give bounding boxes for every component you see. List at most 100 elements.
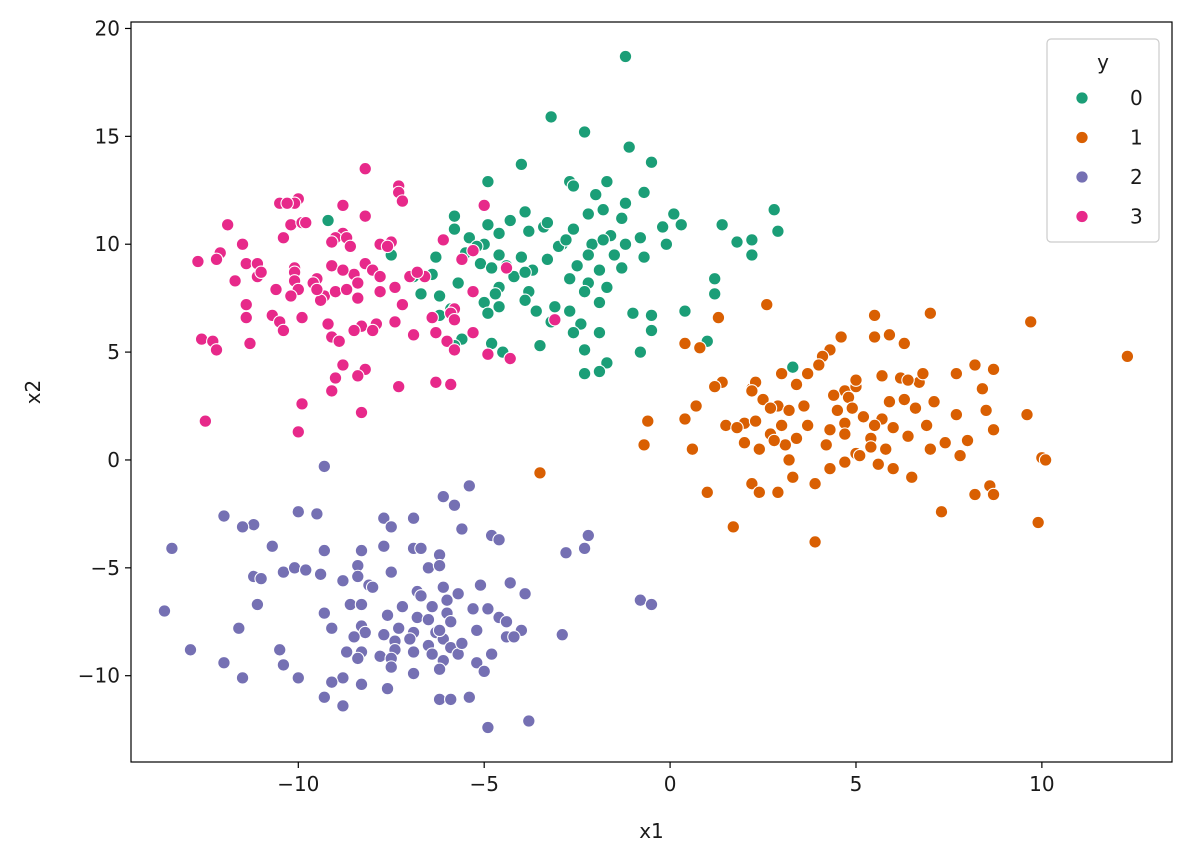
point-series-2 xyxy=(377,511,391,525)
point-series-2 xyxy=(384,565,398,579)
point-series-2 xyxy=(484,647,499,661)
legend-box xyxy=(1046,38,1160,243)
point-series-2 xyxy=(559,545,573,560)
point-series-2 xyxy=(425,647,439,661)
point-series-0 xyxy=(592,263,607,277)
point-series-3 xyxy=(280,196,294,210)
point-series-2 xyxy=(443,615,458,629)
point-series-0 xyxy=(574,317,588,331)
point-series-1 xyxy=(901,373,915,387)
point-series-2 xyxy=(473,578,488,592)
legend-label-2: 2 xyxy=(1130,165,1143,189)
point-series-0 xyxy=(592,364,607,379)
point-series-1 xyxy=(886,461,900,476)
point-series-3 xyxy=(239,297,254,312)
point-series-3 xyxy=(291,425,306,439)
point-series-1 xyxy=(808,535,822,549)
point-series-2 xyxy=(358,625,372,640)
point-series-3 xyxy=(243,336,257,351)
point-series-2 xyxy=(157,604,172,618)
point-series-0 xyxy=(667,207,681,221)
point-series-3 xyxy=(429,325,443,340)
x-tick-label: 5 xyxy=(850,772,863,796)
point-series-0 xyxy=(644,323,659,338)
point-series-2 xyxy=(425,599,439,614)
point-series-3 xyxy=(466,284,480,299)
point-series-1 xyxy=(904,470,919,484)
point-series-1 xyxy=(823,461,837,476)
point-series-3 xyxy=(477,198,491,213)
point-series-1 xyxy=(748,414,763,428)
point-series-0 xyxy=(600,174,614,189)
point-series-0 xyxy=(596,233,610,247)
point-series-1 xyxy=(886,420,900,435)
point-series-1 xyxy=(1031,515,1045,530)
point-series-0 xyxy=(678,304,692,318)
point-series-2 xyxy=(310,507,324,521)
point-series-2 xyxy=(555,627,570,642)
point-series-2 xyxy=(165,541,179,556)
point-series-3 xyxy=(295,310,309,325)
point-series-2 xyxy=(421,612,436,627)
point-series-1 xyxy=(700,485,715,500)
point-series-0 xyxy=(540,252,555,267)
point-series-2 xyxy=(351,569,365,584)
point-series-2 xyxy=(183,643,198,657)
point-series-3 xyxy=(254,265,268,280)
point-series-2 xyxy=(325,621,339,635)
point-series-2 xyxy=(391,621,406,635)
point-series-1 xyxy=(774,366,789,381)
point-series-1 xyxy=(756,392,770,407)
point-series-1 xyxy=(960,433,975,448)
point-series-2 xyxy=(455,636,469,651)
point-series-1 xyxy=(927,394,941,409)
point-series-2 xyxy=(414,589,428,603)
point-series-0 xyxy=(730,235,744,249)
point-series-2 xyxy=(395,599,410,614)
point-series-3 xyxy=(343,239,358,254)
point-series-1 xyxy=(826,388,841,402)
point-series-3 xyxy=(388,315,402,329)
point-series-1 xyxy=(797,399,811,413)
point-series-2 xyxy=(499,615,514,629)
point-series-2 xyxy=(421,561,436,575)
point-series-2 xyxy=(403,632,417,646)
point-series-2 xyxy=(287,561,302,575)
point-series-0 xyxy=(321,213,335,228)
legend-marker-0 xyxy=(1075,91,1089,105)
point-series-1 xyxy=(938,435,952,450)
legend-label-0: 0 xyxy=(1130,86,1143,110)
point-series-0 xyxy=(566,222,581,236)
point-series-0 xyxy=(429,250,443,264)
point-series-1 xyxy=(763,401,778,415)
point-series-2 xyxy=(384,520,398,534)
legend-label-3: 3 xyxy=(1130,205,1143,229)
y-axis-label: x2 xyxy=(21,380,45,405)
point-series-2 xyxy=(410,610,425,625)
x-axis-ticks: −10 −5 0 5 10 xyxy=(277,762,1055,796)
legend-label-1: 1 xyxy=(1130,126,1143,150)
point-series-3 xyxy=(298,215,313,230)
point-series-1 xyxy=(730,420,744,435)
point-series-1 xyxy=(986,423,1001,437)
point-series-0 xyxy=(615,261,629,275)
point-series-3 xyxy=(351,291,365,305)
point-series-0 xyxy=(588,187,603,202)
point-series-2 xyxy=(507,630,521,644)
point-series-1 xyxy=(882,328,897,342)
point-series-0 xyxy=(562,271,577,286)
point-series-1 xyxy=(934,504,949,519)
point-series-1 xyxy=(878,442,893,456)
point-series-0 xyxy=(518,205,532,219)
point-series-1 xyxy=(975,382,990,396)
point-series-0 xyxy=(533,338,547,353)
point-series-0 xyxy=(447,209,462,223)
point-series-0 xyxy=(577,343,592,357)
point-series-2 xyxy=(522,714,536,728)
point-series-1 xyxy=(689,399,703,413)
point-series-0 xyxy=(637,185,651,200)
point-series-2 xyxy=(377,539,391,554)
point-series-1 xyxy=(875,369,889,383)
point-series-3 xyxy=(440,334,454,349)
